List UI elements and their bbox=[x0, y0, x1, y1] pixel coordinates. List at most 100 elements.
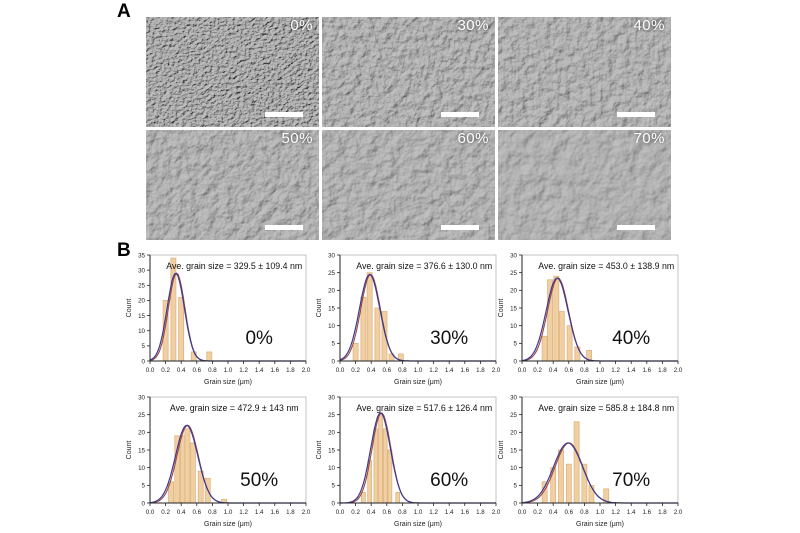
x-tick-label: 1.6 bbox=[642, 367, 651, 374]
chart-percent-label: 0% bbox=[245, 328, 273, 349]
sem-percent-label: 40% bbox=[633, 17, 665, 34]
x-tick-label: 0.8 bbox=[398, 367, 407, 374]
hist-bar bbox=[190, 442, 196, 504]
x-tick-label: 0.8 bbox=[580, 367, 589, 374]
x-tick-label: 1.8 bbox=[658, 367, 667, 374]
sem-percent-label: 0% bbox=[290, 17, 313, 34]
sem-percent-label: 30% bbox=[457, 17, 489, 34]
hist-bar bbox=[361, 492, 366, 504]
y-axis-title: Count bbox=[126, 441, 133, 460]
hist-bar bbox=[565, 463, 572, 504]
x-tick-label: 1.6 bbox=[642, 509, 651, 516]
y-tick-label: 15 bbox=[138, 313, 145, 320]
panel-b-label: B bbox=[117, 240, 131, 261]
x-axis-title: Grain size (μm) bbox=[394, 379, 442, 386]
hist-bar bbox=[374, 307, 381, 362]
x-tick-label: 1.8 bbox=[658, 509, 667, 516]
panel-a-label: A bbox=[117, 1, 131, 22]
chart-title: Ave. grain size = 376.6 ± 130.0 nm bbox=[356, 261, 492, 271]
y-tick-label: 30 bbox=[510, 252, 517, 259]
scale-bar bbox=[617, 112, 655, 117]
x-axis-title: Grain size (μm) bbox=[576, 379, 624, 386]
sem-image-70pct: 70% bbox=[498, 130, 671, 240]
hist-bar bbox=[541, 335, 548, 362]
x-tick-label: 1.6 bbox=[270, 509, 279, 516]
sem-image-50pct: 50% bbox=[146, 130, 319, 240]
x-tick-label: 0.0 bbox=[146, 367, 155, 374]
x-tick-label: 0.4 bbox=[177, 509, 186, 516]
y-tick-label: 5 bbox=[332, 341, 336, 348]
scale-bar bbox=[265, 112, 303, 117]
hist-bar bbox=[378, 414, 383, 504]
x-tick-label: 0.6 bbox=[382, 367, 391, 374]
x-tick-label: 1.2 bbox=[611, 509, 620, 516]
histogram-50pct: 0.0 0.2 0.4 0.6 0.8 1.0 1.2 1.4 1.6 1.8 2.0 0 5 10 15 2… bbox=[126, 394, 311, 528]
y-tick-label: 5 bbox=[142, 343, 146, 350]
chart-percent-label: 50% bbox=[240, 470, 278, 491]
hist-bar bbox=[566, 325, 573, 362]
x-tick-label: 1.0 bbox=[596, 509, 605, 516]
x-tick-label: 1.2 bbox=[429, 509, 438, 516]
y-tick-label: 25 bbox=[138, 412, 145, 419]
sem-texture bbox=[498, 130, 671, 240]
y-tick-label: 0 bbox=[514, 358, 518, 365]
y-axis-title: Count bbox=[126, 299, 133, 318]
y-axis-title: Count bbox=[316, 299, 323, 318]
scale-bar bbox=[441, 225, 479, 230]
x-axis-title: Grain size (μm) bbox=[576, 521, 624, 528]
x-tick-label: 0.4 bbox=[177, 367, 186, 374]
x-tick-label: 0.2 bbox=[351, 509, 360, 516]
x-tick-label: 0.2 bbox=[533, 509, 542, 516]
y-tick-label: 30 bbox=[510, 394, 517, 401]
x-tick-label: 1.6 bbox=[270, 367, 279, 374]
plot-area bbox=[521, 396, 679, 504]
y-tick-label: 15 bbox=[328, 305, 335, 312]
x-tick-label: 0.8 bbox=[208, 509, 217, 516]
y-tick-label: 0 bbox=[514, 500, 518, 507]
sem-percent-label: 60% bbox=[457, 130, 489, 147]
x-tick-label: 1.4 bbox=[255, 509, 264, 516]
y-tick-label: 20 bbox=[510, 288, 517, 295]
sem-texture bbox=[146, 17, 319, 127]
x-axis-title: Grain size (μm) bbox=[394, 521, 442, 528]
x-tick-label: 0.6 bbox=[382, 509, 391, 516]
chart-title: Ave. grain size = 517.6 ± 126.4 nm bbox=[356, 403, 492, 413]
hist-bar bbox=[373, 428, 379, 504]
chart-percent-label: 30% bbox=[430, 328, 468, 349]
y-tick-label: 0 bbox=[142, 358, 146, 365]
x-tick-label: 1.2 bbox=[429, 367, 438, 374]
chart-title: Ave. grain size = 329.5 ± 109.4 nm bbox=[166, 261, 302, 271]
x-tick-label: 1.2 bbox=[239, 367, 248, 374]
sem-percent-label: 70% bbox=[633, 130, 665, 147]
sem-texture bbox=[146, 130, 319, 240]
y-axis-title: Count bbox=[316, 441, 323, 460]
y-axis-title: Count bbox=[498, 299, 505, 318]
y-tick-label: 0 bbox=[332, 358, 336, 365]
x-tick-label: 0.2 bbox=[161, 367, 170, 374]
hist-bar bbox=[395, 492, 401, 504]
x-tick-label: 0.8 bbox=[208, 367, 217, 374]
x-tick-label: 2.0 bbox=[674, 509, 683, 516]
x-tick-label: 1.0 bbox=[414, 367, 423, 374]
y-tick-label: 20 bbox=[328, 288, 335, 295]
scale-bar bbox=[617, 225, 655, 230]
x-tick-label: 2.0 bbox=[674, 367, 683, 374]
y-tick-label: 25 bbox=[510, 412, 517, 419]
x-tick-label: 0.0 bbox=[518, 509, 527, 516]
x-tick-label: 0.0 bbox=[518, 367, 527, 374]
x-tick-label: 1.0 bbox=[414, 509, 423, 516]
y-tick-label: 0 bbox=[332, 500, 336, 507]
hist-bar bbox=[206, 351, 213, 362]
x-tick-label: 0.6 bbox=[192, 367, 201, 374]
hist-bar bbox=[382, 428, 388, 504]
hist-bar bbox=[178, 297, 185, 362]
x-tick-label: 1.4 bbox=[627, 509, 636, 516]
x-tick-label: 1.2 bbox=[239, 509, 248, 516]
y-tick-label: 30 bbox=[138, 394, 145, 401]
y-tick-label: 0 bbox=[142, 500, 146, 507]
hist-bar bbox=[387, 449, 393, 504]
chart-percent-label: 60% bbox=[430, 470, 468, 491]
chart-percent-label: 70% bbox=[612, 470, 650, 491]
x-tick-label: 1.8 bbox=[286, 367, 295, 374]
sem-micrograph-grid: 0% 30% 40% 50% 60% 70% bbox=[146, 17, 671, 240]
